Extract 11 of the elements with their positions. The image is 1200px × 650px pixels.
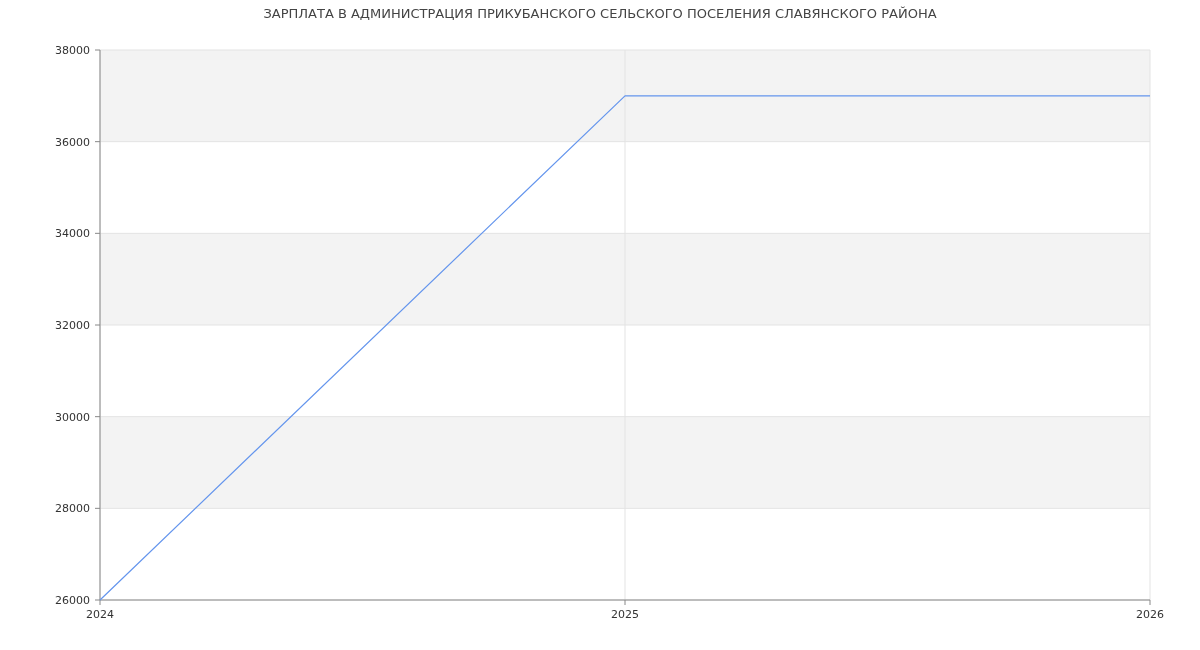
y-tick-label: 36000 xyxy=(55,135,90,149)
x-tick-label: 2025 xyxy=(611,608,639,621)
chart-title: ЗАРПЛАТА В АДМИНИСТРАЦИЯ ПРИКУБАНСКОГО СЕЛЬСКОГО ПОСЕЛЕНИЯ СЛАВЯНСКОГО РАЙОНА xyxy=(263,6,937,21)
y-tick-label: 38000 xyxy=(55,43,90,57)
y-tick-label: 30000 xyxy=(55,410,90,424)
x-tick-label: 2026 xyxy=(1136,608,1164,621)
x-tick-label: 2024 xyxy=(86,608,114,621)
y-tick-label: 32000 xyxy=(55,318,90,332)
y-tick-label: 26000 xyxy=(55,593,90,607)
y-tick-label: 28000 xyxy=(55,502,90,516)
y-tick-label: 34000 xyxy=(55,227,90,241)
